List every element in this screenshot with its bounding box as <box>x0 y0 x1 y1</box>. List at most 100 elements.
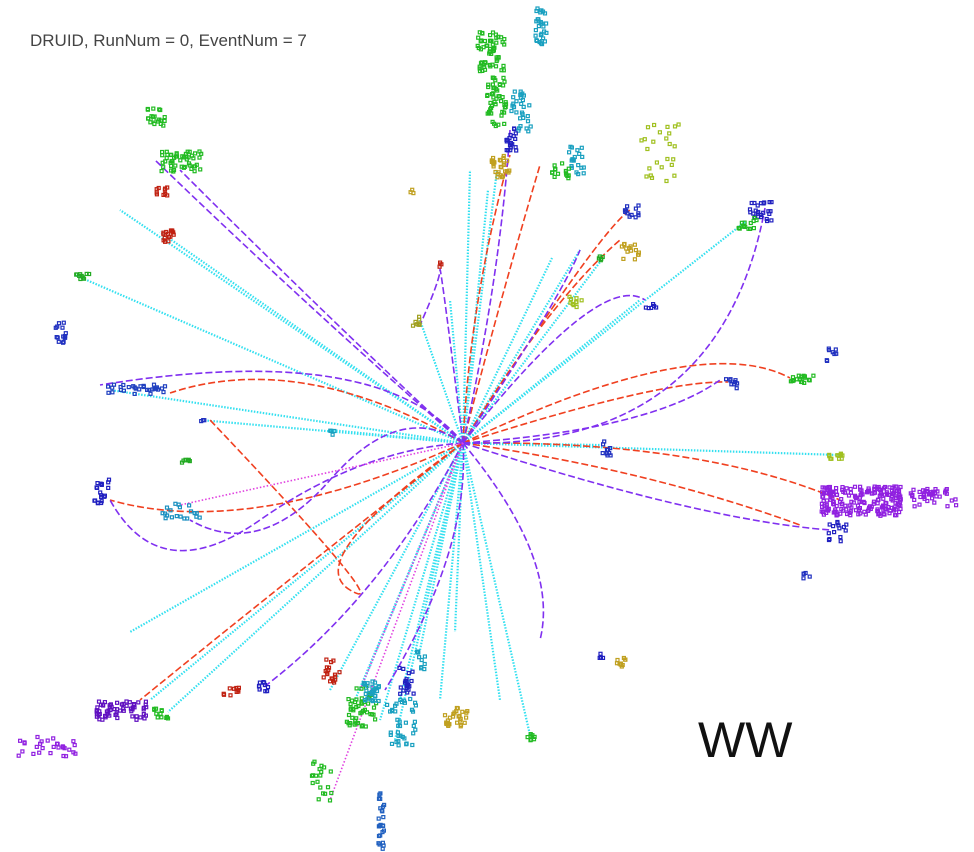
hit <box>654 160 660 165</box>
hit <box>550 170 555 175</box>
hit <box>671 157 676 162</box>
hit <box>849 505 854 510</box>
hit <box>801 571 806 576</box>
hit <box>381 823 386 829</box>
hit <box>187 149 192 154</box>
hit <box>114 700 120 705</box>
hit <box>98 493 104 498</box>
hit <box>526 129 531 134</box>
hit <box>193 151 198 156</box>
hit <box>362 698 368 703</box>
hit <box>806 377 812 382</box>
hit <box>162 118 167 124</box>
hit <box>756 209 761 215</box>
hit <box>161 165 166 170</box>
hit <box>381 814 386 820</box>
hit <box>145 106 150 112</box>
hit <box>262 680 267 685</box>
hit <box>667 141 672 147</box>
hit <box>505 169 510 174</box>
hit <box>574 296 579 301</box>
hit <box>830 523 836 529</box>
hit <box>61 320 66 325</box>
hit <box>566 150 572 155</box>
hit <box>636 203 641 208</box>
hit <box>820 485 825 490</box>
hit <box>824 498 830 503</box>
hit <box>382 802 387 808</box>
hit <box>403 720 408 725</box>
hit <box>644 174 649 179</box>
hit <box>495 88 500 93</box>
hit <box>834 512 839 517</box>
hit <box>84 271 89 276</box>
curved-track <box>462 209 631 444</box>
hit <box>22 741 27 746</box>
hit <box>107 713 112 718</box>
straight-track <box>461 169 472 444</box>
hit <box>61 339 66 344</box>
hit <box>839 497 844 502</box>
hit <box>552 163 557 168</box>
hit <box>528 738 533 743</box>
hit <box>645 125 651 130</box>
hit <box>875 508 880 514</box>
straight-track <box>329 442 464 801</box>
hit <box>851 500 856 505</box>
straight-track <box>359 442 464 691</box>
hit <box>865 488 871 493</box>
straight-track <box>418 442 465 651</box>
hit <box>563 170 569 175</box>
hit <box>886 505 891 510</box>
hit <box>348 720 353 726</box>
hit <box>106 485 111 490</box>
hit <box>889 493 895 498</box>
hit <box>499 113 504 118</box>
hit <box>525 113 530 119</box>
hit <box>833 489 839 494</box>
hit <box>373 717 378 722</box>
hit <box>505 158 510 163</box>
hit <box>534 38 540 44</box>
hit <box>51 744 56 750</box>
hit <box>174 513 179 519</box>
hit <box>826 537 832 543</box>
hit <box>359 686 364 691</box>
curved-track <box>462 379 721 444</box>
hit <box>539 41 545 47</box>
hit <box>317 766 322 772</box>
hit <box>346 696 351 702</box>
title: DRUID, RunNum = 0, EventNum = 7 <box>30 31 307 50</box>
hit <box>198 167 203 172</box>
hit <box>888 508 893 513</box>
hit <box>619 244 625 249</box>
hit <box>132 391 137 396</box>
hit <box>929 496 935 501</box>
hit <box>486 82 491 87</box>
hit <box>821 491 827 496</box>
hit <box>600 442 606 447</box>
hit <box>883 500 888 505</box>
hit <box>182 516 187 521</box>
hit <box>158 118 164 123</box>
hit <box>486 84 491 90</box>
hit <box>171 167 177 173</box>
hit <box>348 701 353 707</box>
hit <box>107 703 112 708</box>
straight-track <box>438 442 465 701</box>
hit <box>390 707 395 713</box>
hit <box>566 166 571 171</box>
hit <box>363 691 368 697</box>
hit <box>329 676 335 681</box>
hit <box>859 492 864 497</box>
hit <box>598 258 603 263</box>
hit <box>848 513 853 518</box>
hit <box>165 513 170 518</box>
hit <box>534 8 539 14</box>
hit <box>487 51 492 56</box>
hit <box>173 501 178 506</box>
hit <box>651 122 657 128</box>
hit <box>828 456 833 461</box>
hit <box>872 484 877 489</box>
hit <box>63 754 69 759</box>
